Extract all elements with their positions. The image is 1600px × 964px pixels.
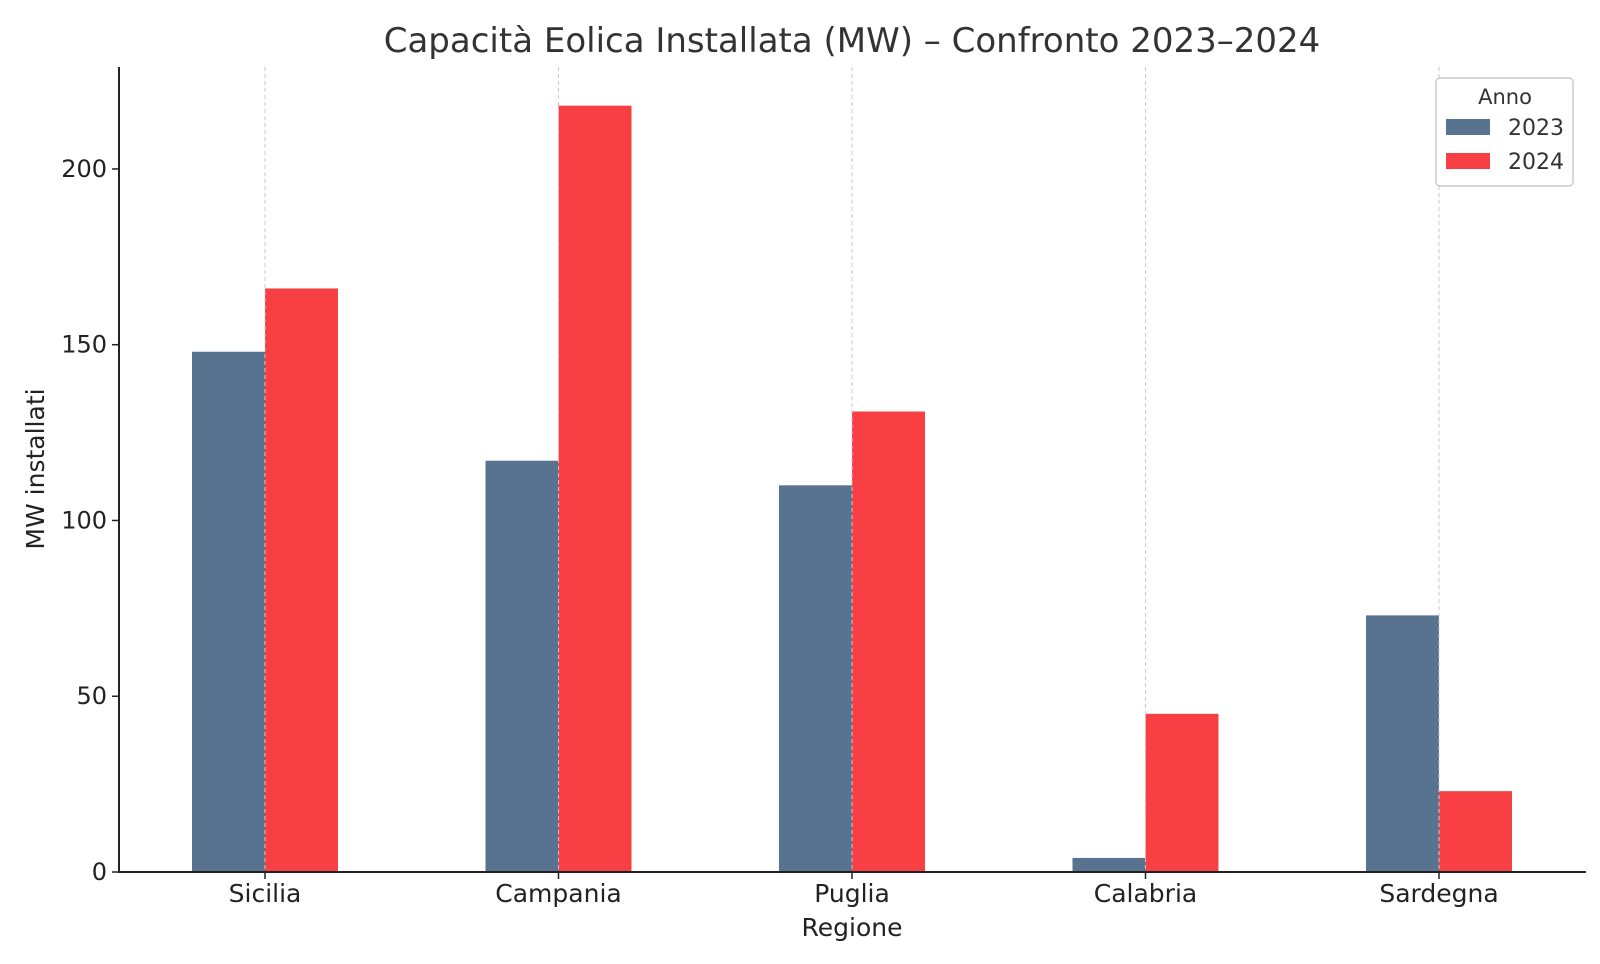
legend-items: 2023 2024 — [1446, 116, 1564, 175]
legend-title: Anno — [1478, 85, 1532, 109]
legend-swatch-2023 — [1446, 119, 1490, 135]
y-tick-label: 50 — [76, 682, 107, 710]
bar-2023-sicilia — [192, 351, 265, 872]
x-tick-label: Puglia — [814, 879, 890, 908]
x-tick-label: Calabria — [1094, 879, 1197, 908]
bar-2024-campania — [558, 105, 632, 873]
y-tick-label: 150 — [61, 331, 107, 359]
bar-2024-puglia — [852, 411, 925, 872]
bar-2023-campania — [485, 460, 559, 872]
chart-title: Capacità Eolica Installata (MW) – Confro… — [384, 21, 1321, 61]
bar-2023-sardegna — [1366, 615, 1439, 872]
y-tick-label: 200 — [61, 155, 107, 183]
y-tick-label: 0 — [92, 858, 107, 886]
y-tick-label: 100 — [61, 506, 107, 534]
y-axis-label: MW installati — [21, 388, 50, 549]
bar-2023-calabria — [1072, 857, 1146, 872]
bar-2024-sardegna — [1439, 791, 1512, 872]
x-tick-label: Sicilia — [229, 879, 302, 908]
x-tick-label: Sardegna — [1379, 879, 1498, 908]
x-ticks: Sicilia Campania Puglia Calabria Sardegna — [229, 872, 1499, 908]
legend: Anno 2023 2024 — [1435, 77, 1574, 187]
x-axis-label: Regione — [802, 913, 903, 942]
bar-2024-calabria — [1145, 713, 1219, 872]
x-tick-label: Campania — [495, 879, 621, 908]
legend-label-2024: 2024 — [1508, 150, 1564, 175]
legend-label-2023: 2023 — [1508, 116, 1564, 141]
y-ticks: 0 50 100 150 200 — [61, 155, 119, 886]
legend-swatch-2024 — [1446, 153, 1490, 169]
bars — [192, 67, 1512, 873]
bar-2024-sicilia — [265, 288, 338, 872]
bar-2023-puglia — [779, 485, 852, 872]
